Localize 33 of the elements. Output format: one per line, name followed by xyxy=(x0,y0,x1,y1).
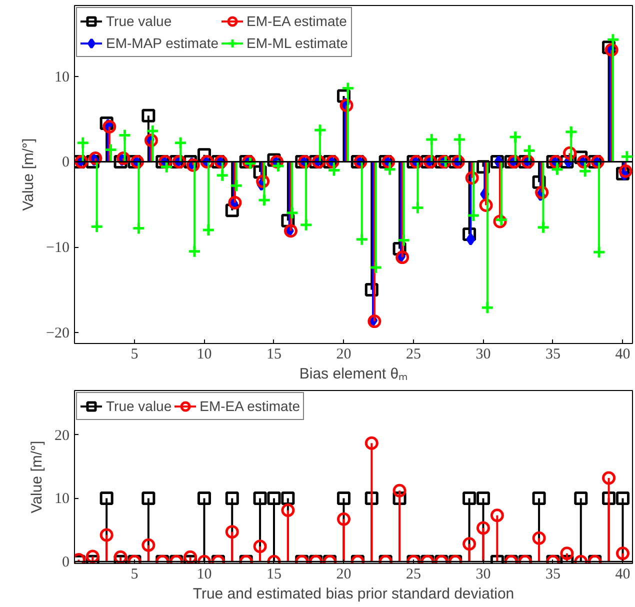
x-tick-label: 30 xyxy=(476,566,491,582)
x-tick-label: 30 xyxy=(476,346,491,362)
y-axis-title: Value [m/°] xyxy=(20,138,38,211)
x-tick-label: 40 xyxy=(615,566,630,582)
x-tick-label: 25 xyxy=(406,566,421,582)
legend-label: EM-EA estimate xyxy=(200,398,300,414)
legend-label: True value xyxy=(106,398,172,414)
legend-label: EM-MAP estimate xyxy=(106,35,219,51)
y-tick-label: −10 xyxy=(46,240,70,256)
x-tick-label: 40 xyxy=(615,346,630,362)
x-tick-label: 20 xyxy=(336,566,352,582)
y-tick-label: 0 xyxy=(62,554,70,571)
y-tick-label: 0 xyxy=(62,154,70,171)
legend-label: True value xyxy=(106,13,172,29)
y-tick-label: 10 xyxy=(54,491,70,508)
x-tick-label: 5 xyxy=(130,346,138,362)
x-tick-label: 20 xyxy=(336,346,352,362)
legend-label: EM-EA estimate xyxy=(246,13,347,29)
x-tick-label: 10 xyxy=(196,346,212,362)
y-axis-title: Value [m/°] xyxy=(28,440,46,514)
x-tick-label: 25 xyxy=(406,346,421,362)
y-tick-label: 10 xyxy=(54,69,70,86)
legend-label: EM-ML estimate xyxy=(246,35,348,51)
y-tick-label: −20 xyxy=(46,325,70,342)
x-tick-label: 35 xyxy=(545,346,560,362)
y-tick-label: 20 xyxy=(54,428,70,444)
x-tick-label: 10 xyxy=(196,566,212,582)
x-axis-title: Bias element θₘ xyxy=(299,366,408,382)
x-tick-label: 15 xyxy=(266,566,282,582)
x-tick-label: 5 xyxy=(130,566,138,582)
x-tick-label: 35 xyxy=(545,566,560,582)
x-axis-title: True and estimated bias prior standard deviation xyxy=(192,586,514,602)
x-tick-label: 15 xyxy=(266,346,282,362)
